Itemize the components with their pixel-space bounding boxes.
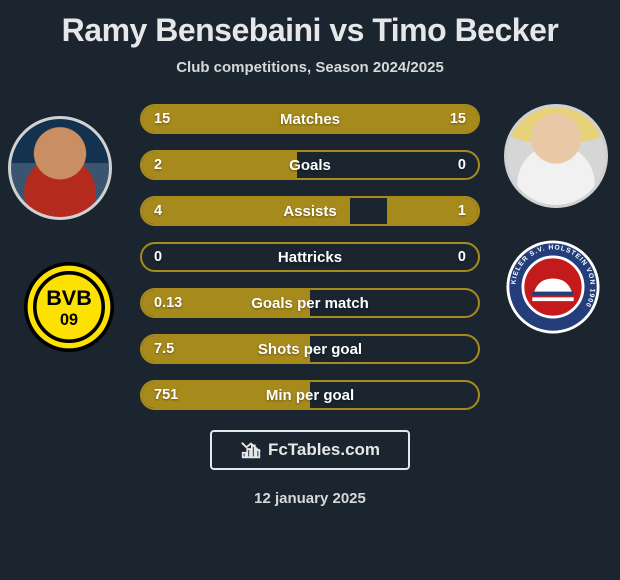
chart-icon <box>240 439 262 461</box>
stat-row: 4 1 Assists <box>140 196 480 226</box>
stat-row: 7.5 Shots per goal <box>140 334 480 364</box>
stat-row: 15 15 Matches <box>140 104 480 134</box>
stats-table: 15 15 Matches 2 0 Goals 4 1 Assists 0 0 Hattricks 0.… <box>140 104 480 410</box>
player1-avatar <box>8 116 112 220</box>
comparison-content: BVB 09 KIELER S.V. HOLSTEIN VON 1900 151… <box>0 104 620 410</box>
stat-value-left: 15 <box>154 111 170 127</box>
svg-text:BVB: BVB <box>46 285 92 310</box>
date: 12 january 2025 <box>0 490 620 507</box>
stat-label: Assists <box>283 203 336 220</box>
stat-value-left: 2 <box>154 157 162 173</box>
player2-name: Timo Becker <box>372 12 558 48</box>
stat-label: Shots per goal <box>258 341 362 358</box>
stat-value-right: 15 <box>450 111 466 127</box>
subtitle: Club competitions, Season 2024/2025 <box>0 59 620 76</box>
stat-value-left: 751 <box>154 387 178 403</box>
stat-value-right: 1 <box>458 203 466 219</box>
club2-crest: KIELER S.V. HOLSTEIN VON 1900 <box>506 240 600 334</box>
stat-label: Min per goal <box>266 387 354 404</box>
stat-label: Hattricks <box>278 249 342 266</box>
svg-text:09: 09 <box>60 311 78 329</box>
stat-label: Goals per match <box>251 295 369 312</box>
stat-row: 751 Min per goal <box>140 380 480 410</box>
stat-label: Matches <box>280 111 340 128</box>
stat-label: Goals <box>289 157 331 174</box>
stat-value-left: 0 <box>154 249 162 265</box>
club1-crest: BVB 09 <box>24 262 114 352</box>
vs-text: vs <box>329 12 364 48</box>
stat-value-left: 0.13 <box>154 295 182 311</box>
player2-avatar <box>504 104 608 208</box>
stat-value-right: 0 <box>458 157 466 173</box>
stat-value-left: 4 <box>154 203 162 219</box>
stat-row: 2 0 Goals <box>140 150 480 180</box>
brand-text: FcTables.com <box>268 440 380 460</box>
stat-row: 0 0 Hattricks <box>140 242 480 272</box>
brand-badge: FcTables.com <box>210 430 410 470</box>
player1-name: Ramy Bensebaini <box>62 12 321 48</box>
stat-value-left: 7.5 <box>154 341 174 357</box>
stat-value-right: 0 <box>458 249 466 265</box>
stat-row: 0.13 Goals per match <box>140 288 480 318</box>
stat-fill-left <box>142 152 297 178</box>
page-title: Ramy Bensebaini vs Timo Becker <box>0 0 620 49</box>
